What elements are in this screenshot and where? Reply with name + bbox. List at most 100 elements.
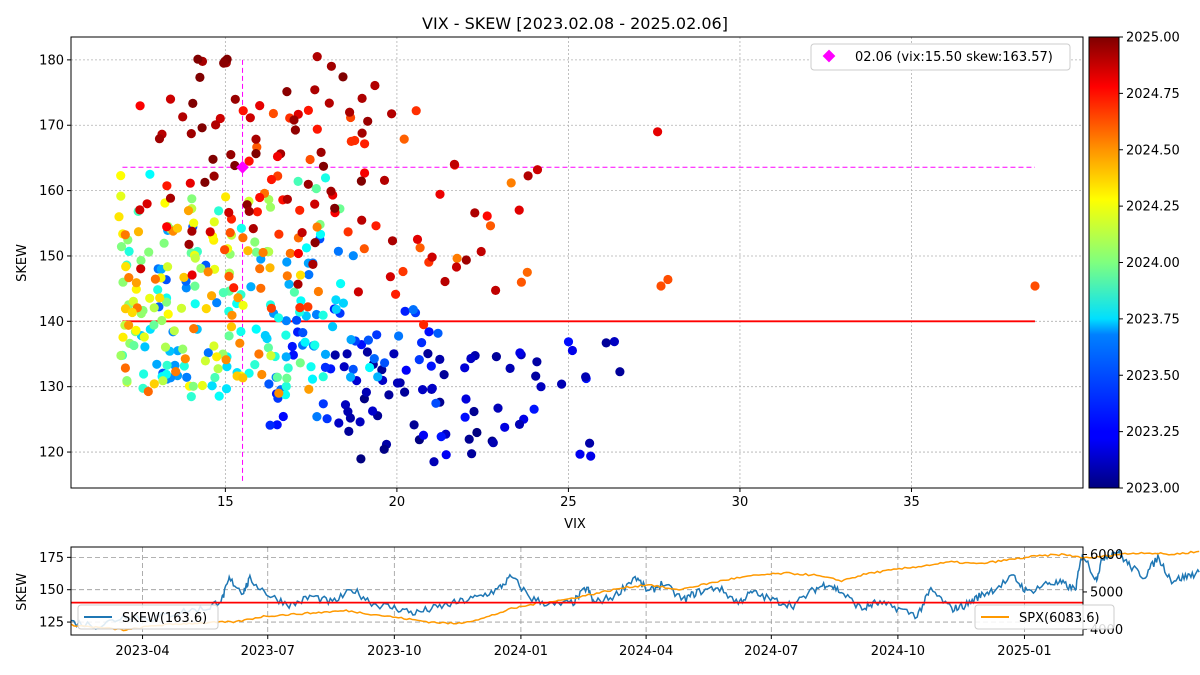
scatter-point bbox=[417, 338, 427, 348]
scatter-point bbox=[244, 156, 254, 166]
scatter-point bbox=[162, 360, 172, 370]
scatter-point bbox=[563, 337, 574, 347]
x-tick-label: 35 bbox=[903, 495, 920, 510]
scatter-point bbox=[439, 370, 449, 380]
scatter-legend: 02.06 (vix:15.50 skew:163.57) bbox=[810, 43, 1071, 71]
scatter-point bbox=[224, 271, 234, 281]
scatter-point bbox=[293, 176, 303, 186]
scatter-point bbox=[312, 124, 322, 134]
scatter-point bbox=[303, 105, 313, 115]
scatter-point bbox=[289, 287, 299, 297]
scatter-point bbox=[255, 101, 265, 111]
scatter-point bbox=[238, 233, 248, 243]
scatter-point bbox=[163, 309, 173, 319]
scatter-point bbox=[135, 101, 145, 111]
scatter-point bbox=[311, 184, 321, 194]
scatter-point bbox=[342, 349, 352, 359]
scatter-point bbox=[214, 206, 224, 216]
scatter-point bbox=[515, 348, 525, 358]
scatter-point bbox=[318, 310, 328, 320]
scatter-point bbox=[251, 149, 261, 159]
scatter-point bbox=[423, 349, 433, 359]
scatter-point bbox=[266, 351, 276, 361]
scatter-point bbox=[310, 85, 320, 95]
scatter-point bbox=[264, 379, 274, 389]
scatter-point bbox=[246, 282, 256, 292]
scatter-point bbox=[310, 238, 320, 248]
scatter-point bbox=[227, 310, 237, 320]
scatter-point bbox=[460, 363, 470, 373]
scatter-point bbox=[142, 199, 152, 209]
scatter-point bbox=[288, 350, 298, 360]
timeseries-panel: 2023-04 2023-07 2023-10 2024-01 2024-04 2024-… bbox=[15, 546, 1200, 659]
scatter-point bbox=[233, 293, 243, 303]
colorbar-tick-label: 2023.50 bbox=[1126, 369, 1180, 384]
scatter-point bbox=[281, 381, 291, 391]
scatter-point bbox=[197, 123, 207, 133]
scatter-point bbox=[353, 287, 363, 297]
scatter-point bbox=[230, 94, 240, 104]
scatter-point bbox=[385, 272, 395, 282]
scatter-point bbox=[326, 61, 336, 71]
scatter-point bbox=[427, 252, 437, 262]
legend-spx-box bbox=[974, 604, 1115, 630]
scatter-point bbox=[330, 203, 340, 213]
scatter-point bbox=[282, 373, 292, 383]
scatter-point bbox=[306, 362, 316, 372]
scatter-point bbox=[245, 113, 255, 123]
scatter-point bbox=[472, 427, 482, 438]
scatter-point bbox=[435, 354, 445, 364]
x-tick-label: 30 bbox=[732, 495, 749, 510]
scatter-point bbox=[331, 295, 341, 305]
scatter-point bbox=[278, 411, 288, 422]
scatter-point bbox=[212, 298, 222, 308]
scatter-point bbox=[363, 335, 373, 345]
scatter-point bbox=[301, 243, 312, 253]
scatter-point bbox=[236, 326, 246, 337]
scatter-point bbox=[292, 315, 302, 325]
ts-x-tick-label: 2025-01 bbox=[997, 644, 1051, 659]
scatter-point bbox=[384, 390, 394, 400]
scatter-point bbox=[120, 363, 130, 373]
scatter-point bbox=[516, 277, 527, 287]
scatter-point bbox=[295, 358, 305, 368]
ts-x-tick-label: 2024-04 bbox=[619, 644, 673, 659]
scatter-point bbox=[441, 450, 451, 460]
scatter-point bbox=[493, 403, 503, 413]
scatter-point bbox=[398, 266, 408, 277]
scatter-point bbox=[265, 420, 275, 430]
scatter-point bbox=[305, 154, 315, 165]
scatter-point bbox=[224, 331, 234, 341]
scatter-panel: VIX - SKEW [2023.02.08 - 2025.02.06] 15 2… bbox=[15, 14, 1084, 532]
scatter-frame bbox=[70, 36, 1084, 489]
timeseries-x-ticks: 2023-04 2023-07 2023-10 2024-01 2024-04 2024-… bbox=[115, 635, 1052, 659]
scatter-point bbox=[131, 278, 141, 288]
scatter-point bbox=[531, 371, 541, 381]
scatter-point bbox=[339, 362, 349, 372]
scatter-point bbox=[350, 135, 360, 146]
scatter-point bbox=[121, 262, 131, 272]
scatter-point bbox=[210, 372, 220, 383]
scatter-point bbox=[200, 356, 210, 366]
scatter-point bbox=[355, 417, 365, 427]
scatter-point bbox=[263, 343, 273, 353]
scatter-point bbox=[220, 245, 230, 255]
scatter-point bbox=[505, 363, 515, 373]
scatter-point bbox=[139, 332, 149, 342]
scatter-point bbox=[440, 276, 450, 287]
scatter-point bbox=[282, 257, 292, 267]
scatter-point bbox=[304, 384, 314, 394]
scatter-point bbox=[176, 303, 187, 313]
scatter-point bbox=[482, 211, 492, 221]
scatter-point bbox=[161, 297, 172, 307]
scatter-point bbox=[409, 420, 419, 430]
scatter-point bbox=[129, 340, 139, 351]
scatter-point bbox=[179, 272, 189, 282]
scatter-point bbox=[131, 325, 141, 335]
colorbar-gradient bbox=[1088, 36, 1120, 489]
scatter-point bbox=[211, 120, 221, 130]
scatter-point bbox=[287, 341, 297, 352]
scatter-point bbox=[356, 454, 366, 464]
scatter-point bbox=[258, 247, 268, 258]
y-tick-label: 140 bbox=[39, 315, 64, 330]
